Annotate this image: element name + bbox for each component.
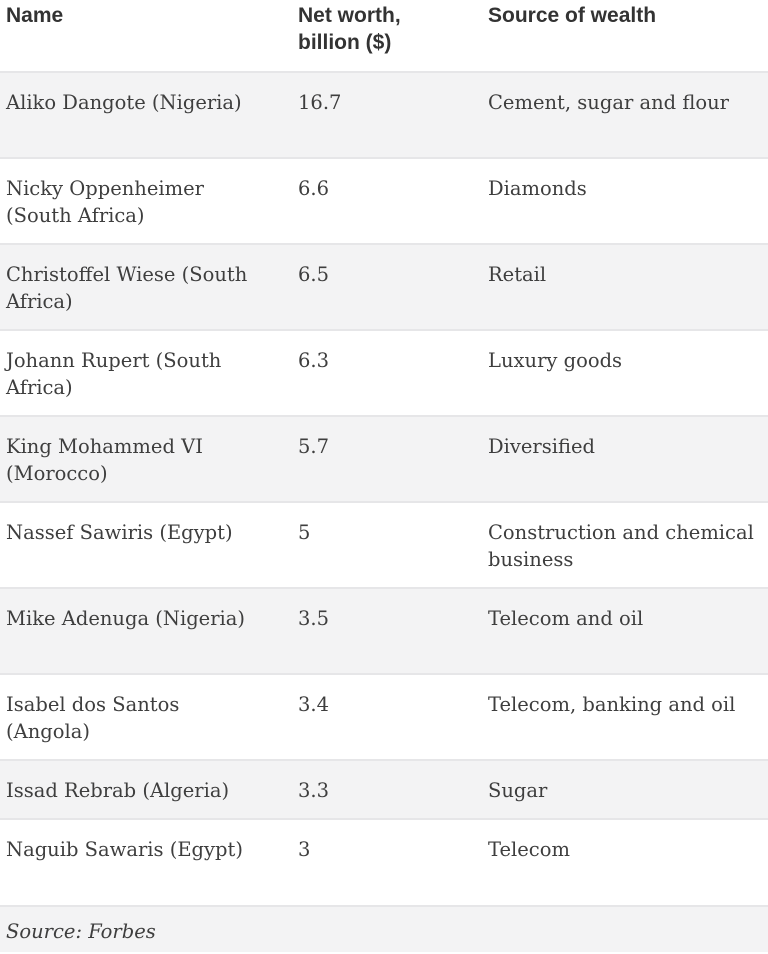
table-row: Mike Adenuga (Nigeria) 3.5 Telecom and oil bbox=[0, 587, 768, 674]
cell-source: Cement, sugar and flour bbox=[488, 71, 768, 158]
cell-name: Nassef Sawiris (Egypt) bbox=[0, 501, 298, 588]
cell-name: Naguib Sawaris (Egypt) bbox=[0, 818, 298, 905]
cell-name: Isabel dos Santos (Angola) bbox=[0, 673, 298, 760]
cell-net-worth: 16.7 bbox=[298, 71, 488, 158]
cell-source: Diversified bbox=[488, 415, 768, 502]
cell-source: Luxury goods bbox=[488, 329, 768, 416]
cell-source: Construction and chemical business bbox=[488, 501, 768, 588]
cell-net-worth: 6.5 bbox=[298, 243, 488, 330]
source-note: Source: Forbes bbox=[0, 905, 768, 952]
billionaires-table: Name Net worth, billion ($) Source of we… bbox=[0, 0, 768, 905]
cell-name: Christoffel Wiese (South Africa) bbox=[0, 243, 298, 330]
cell-net-worth: 5 bbox=[298, 501, 488, 588]
cell-source: Telecom, banking and oil bbox=[488, 673, 768, 760]
cell-net-worth: 3.3 bbox=[298, 759, 488, 819]
cell-name: Mike Adenuga (Nigeria) bbox=[0, 587, 298, 674]
cell-net-worth: 3 bbox=[298, 818, 488, 905]
table-row: Nicky Oppenheimer (South Africa) 6.6 Diamo… bbox=[0, 157, 768, 244]
table-row: Isabel dos Santos (Angola) 3.4 Telecom, ba… bbox=[0, 673, 768, 760]
table-row: Johann Rupert (South Africa) 6.3 Luxury go… bbox=[0, 329, 768, 416]
table-row: Naguib Sawaris (Egypt) 3 Telecom bbox=[0, 818, 768, 905]
cell-net-worth: 3.5 bbox=[298, 587, 488, 674]
cell-source: Retail bbox=[488, 243, 768, 330]
table-row: Nassef Sawiris (Egypt) 5 Construction and … bbox=[0, 501, 768, 588]
header-row: Name Net worth, billion ($) Source of we… bbox=[0, 0, 768, 72]
cell-source: Sugar bbox=[488, 759, 768, 819]
header-source: Source of wealth bbox=[488, 4, 657, 27]
cell-source: Telecom bbox=[488, 818, 768, 905]
cell-name: King Mohammed VI (Morocco) bbox=[0, 415, 298, 502]
table-row: Christoffel Wiese (South Africa) 6.5 Retai… bbox=[0, 243, 768, 330]
cell-net-worth: 3.4 bbox=[298, 673, 488, 760]
header-net-worth: Net worth, billion ($) bbox=[298, 4, 401, 54]
header-name: Name bbox=[6, 4, 64, 27]
cell-source: Diamonds bbox=[488, 157, 768, 244]
table-row: King Mohammed VI (Morocco) 5.7 Diversified bbox=[0, 415, 768, 502]
cell-source: Telecom and oil bbox=[488, 587, 768, 674]
cell-name: Nicky Oppenheimer (South Africa) bbox=[0, 157, 298, 244]
table-row: Aliko Dangote (Nigeria) 16.7 Cement, sugar… bbox=[0, 71, 768, 158]
cell-net-worth: 5.7 bbox=[298, 415, 488, 502]
table-row: Issad Rebrab (Algeria) 3.3 Sugar bbox=[0, 759, 768, 819]
cell-net-worth: 6.3 bbox=[298, 329, 488, 416]
cell-net-worth: 6.6 bbox=[298, 157, 488, 244]
cell-name: Issad Rebrab (Algeria) bbox=[0, 759, 298, 819]
cell-name: Aliko Dangote (Nigeria) bbox=[0, 71, 298, 158]
cell-name: Johann Rupert (South Africa) bbox=[0, 329, 298, 416]
